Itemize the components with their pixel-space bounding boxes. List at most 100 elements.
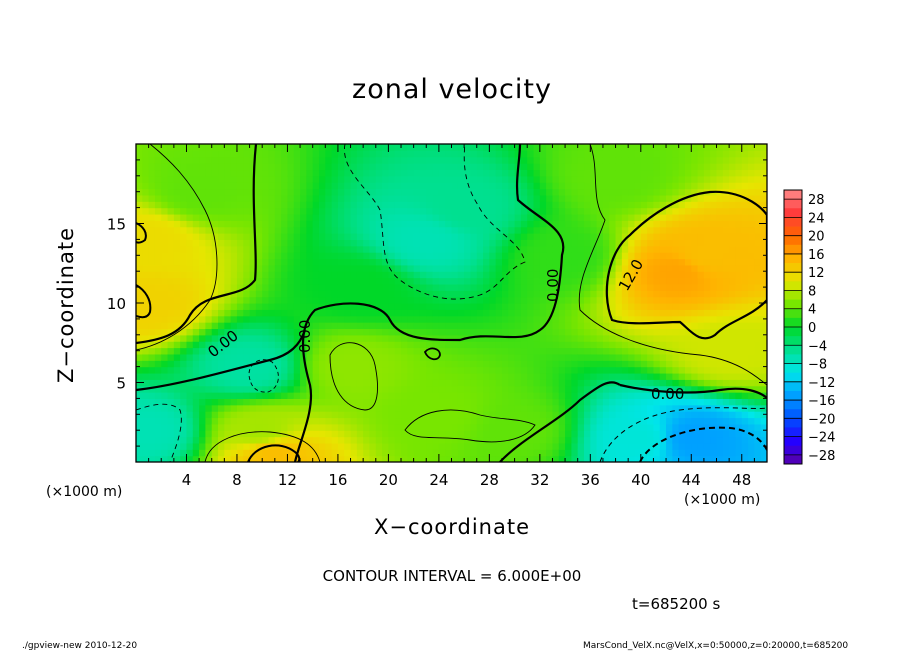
heatmap-cell	[426, 163, 434, 171]
heatmap-cell	[388, 258, 396, 266]
heatmap-cell	[514, 150, 522, 158]
heatmap-cell	[634, 322, 642, 330]
heatmap-cell	[634, 360, 642, 368]
heatmap-cell	[659, 226, 667, 234]
heatmap-cell	[748, 245, 755, 253]
heatmap-cell	[508, 398, 516, 406]
heatmap-cell	[236, 194, 244, 202]
heatmap-cell	[356, 372, 364, 380]
heatmap-cell	[590, 379, 598, 387]
heatmap-cell	[533, 334, 541, 342]
heatmap-cell	[584, 379, 591, 387]
heatmap-cell	[464, 194, 472, 202]
heatmap-cell	[628, 449, 636, 457]
heatmap-cell	[527, 341, 535, 349]
heatmap-cell	[457, 430, 465, 438]
heatmap-cell	[306, 220, 314, 228]
heatmap-cell	[413, 239, 421, 247]
heatmap-cell	[230, 315, 238, 323]
heatmap-cell	[268, 398, 276, 406]
heatmap-cell	[445, 264, 453, 272]
heatmap-cell	[281, 258, 289, 266]
heatmap-cell	[640, 436, 648, 444]
heatmap-cell	[584, 411, 591, 419]
heatmap-cell	[205, 379, 213, 387]
heatmap-cell	[401, 404, 408, 412]
heatmap-cell	[255, 175, 263, 183]
heatmap-cell	[457, 455, 465, 462]
heatmap-cell	[325, 341, 333, 349]
heatmap-cell	[199, 207, 207, 215]
heatmap-cell	[243, 303, 251, 310]
heatmap-cell	[331, 385, 339, 393]
heatmap-cell	[337, 353, 345, 361]
heatmap-cell	[729, 163, 737, 171]
heatmap-cell	[735, 264, 743, 272]
heatmap-cell	[154, 290, 162, 298]
heatmap-cell	[432, 239, 440, 247]
heatmap-cell	[218, 201, 225, 209]
heatmap-cell	[571, 277, 579, 285]
heatmap-cell	[666, 341, 673, 349]
heatmap-cell	[476, 341, 484, 349]
heatmap-cell	[382, 163, 389, 171]
heatmap-cell	[224, 233, 232, 240]
heatmap-cell	[388, 233, 396, 240]
heatmap-cell	[722, 182, 730, 190]
heatmap-cell	[224, 334, 232, 342]
heatmap-cell	[363, 417, 371, 425]
heatmap-cell	[464, 385, 472, 393]
heatmap-cell	[154, 163, 162, 171]
heatmap-cell	[672, 283, 680, 291]
heatmap-cell	[508, 175, 516, 183]
heatmap-cell	[476, 309, 484, 317]
heatmap-cell	[760, 449, 767, 457]
heatmap-cell	[684, 258, 692, 266]
heatmap-cell	[293, 258, 301, 266]
heatmap-cell	[729, 417, 737, 425]
heatmap-cell	[552, 290, 560, 298]
heatmap-cell	[571, 169, 579, 177]
heatmap-cell	[243, 328, 251, 336]
heatmap-cell	[419, 283, 427, 291]
heatmap-cell	[552, 252, 560, 260]
heatmap-cell	[697, 347, 705, 355]
heatmap-cell	[539, 398, 547, 406]
heatmap-cell	[501, 455, 509, 462]
heatmap-cell	[262, 252, 270, 260]
heatmap-cell	[754, 360, 762, 368]
heatmap-cell	[249, 220, 257, 228]
heatmap-cell	[584, 372, 591, 380]
heatmap-cell	[312, 220, 320, 228]
heatmap-cell	[413, 442, 421, 450]
heatmap-cell	[268, 372, 276, 380]
heatmap-cell	[546, 252, 554, 260]
heatmap-cell	[375, 372, 383, 380]
heatmap-cell	[318, 175, 326, 183]
heatmap-cell	[388, 392, 396, 399]
heatmap-cell	[748, 385, 755, 393]
heatmap-cell	[218, 398, 225, 406]
heatmap-cell	[615, 258, 623, 266]
heatmap-cell	[533, 309, 541, 317]
heatmap-cell	[735, 144, 743, 151]
heatmap-cell	[243, 379, 251, 387]
heatmap-cell	[703, 169, 711, 177]
heatmap-cell	[337, 385, 345, 393]
heatmap-cell	[729, 220, 737, 228]
heatmap-cell	[243, 182, 251, 190]
heatmap-cell	[236, 144, 244, 151]
heatmap-cell	[192, 150, 200, 158]
heatmap-cell	[413, 144, 421, 151]
heatmap-cell	[173, 233, 181, 240]
heatmap-cell	[218, 144, 225, 151]
heatmap-cell	[268, 315, 276, 323]
heatmap-cell	[464, 455, 472, 462]
heatmap-cell	[142, 150, 150, 158]
heatmap-cell	[363, 245, 371, 253]
heatmap-cell	[729, 239, 737, 247]
heatmap-cell	[249, 271, 257, 279]
heatmap-cell	[287, 163, 295, 171]
heatmap-cell	[249, 163, 257, 171]
heatmap-cell	[224, 182, 232, 190]
